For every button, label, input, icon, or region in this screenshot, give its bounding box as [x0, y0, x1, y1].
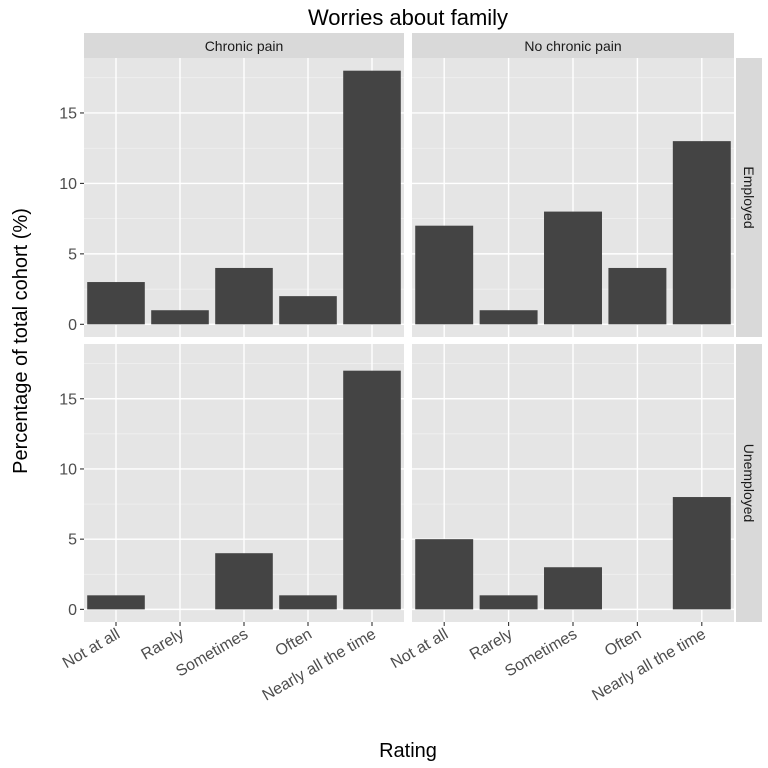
panel-chronic-pain-unemployed [84, 344, 404, 622]
y-tick-label: 15 [59, 391, 77, 408]
bar-nearly-all-the-time [672, 497, 731, 610]
strip-label-employed: Employed [741, 166, 757, 228]
bar-rarely [479, 310, 538, 325]
y-tick-label: 5 [68, 246, 77, 263]
x-axis-title: Rating [379, 740, 437, 762]
bar-often [279, 595, 337, 610]
y-axis-title: Percentage of total cohort (%) [10, 208, 32, 474]
strip-bg-no-chronic-pain [412, 33, 734, 58]
y-tick-label: 0 [68, 317, 77, 334]
panel-no-chronic-pain-unemployed [412, 344, 734, 622]
strip-bg-employed [736, 58, 762, 337]
facet-panels [84, 58, 734, 622]
bar-nearly-all-the-time [343, 370, 401, 610]
strip-label-unemployed: Unemployed [741, 444, 757, 523]
bar-sometimes [544, 211, 602, 325]
bar-not-at-all [415, 539, 474, 610]
panel-no-chronic-pain-employed [412, 58, 734, 337]
bar-sometimes [215, 267, 273, 325]
strip-label-chronic-pain: Chronic pain [205, 38, 284, 54]
bar-not-at-all [87, 282, 145, 325]
bar-rarely [151, 310, 209, 325]
bar-not-at-all [415, 225, 474, 325]
y-tick-label: 10 [59, 176, 77, 193]
bar-nearly-all-the-time [672, 141, 731, 325]
chart-title: Worries about family [308, 5, 508, 30]
y-tick-label: 0 [68, 602, 77, 619]
y-tick-label: 5 [68, 532, 77, 549]
bar-nearly-all-the-time [343, 70, 401, 325]
strip-bg-chronic-pain [84, 33, 404, 58]
y-tick-label: 15 [59, 105, 77, 122]
bar-not-at-all [87, 595, 145, 610]
y-tick-label: 10 [59, 461, 77, 478]
bar-rarely [479, 595, 538, 610]
strip-bg-unemployed [736, 344, 762, 622]
bar-sometimes [215, 553, 273, 610]
facet-strips: Chronic pain No chronic pain Employed Unemp… [84, 33, 762, 622]
bar-often [279, 296, 337, 325]
panel-chronic-pain-employed [84, 58, 404, 337]
strip-label-no-chronic-pain: No chronic pain [524, 38, 621, 54]
bar-often [608, 267, 667, 325]
bar-sometimes [544, 567, 602, 610]
